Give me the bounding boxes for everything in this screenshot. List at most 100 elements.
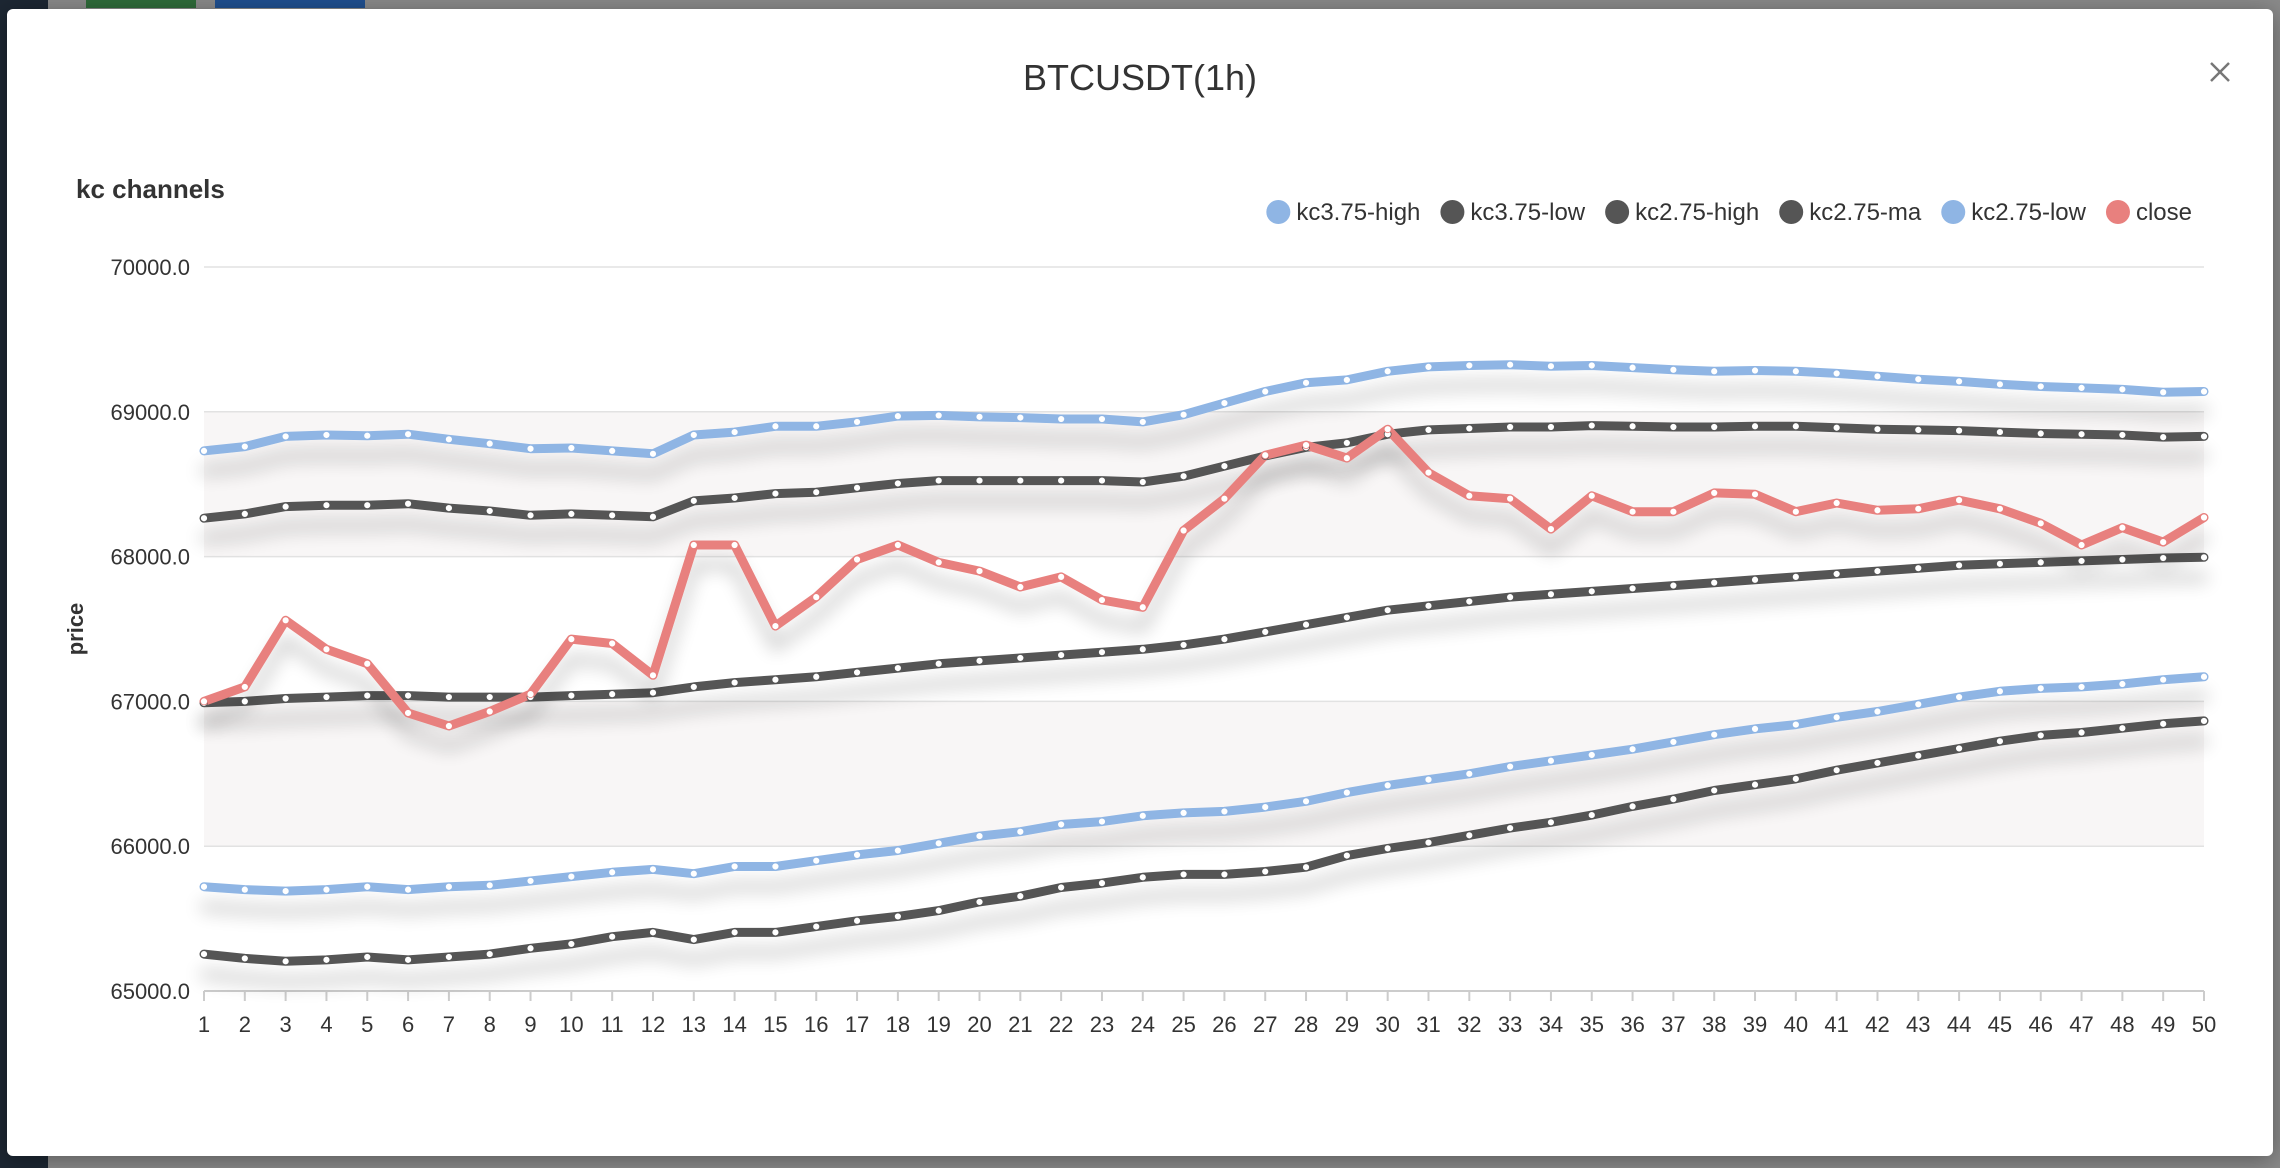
legend-marker (1605, 200, 1630, 224)
data-point (1506, 824, 1515, 832)
x-tick-label: 6 (402, 1012, 414, 1037)
data-point (200, 950, 208, 958)
data-point (2200, 717, 2208, 725)
data-point (1138, 811, 1147, 820)
x-tick-label: 32 (1457, 1012, 1481, 1037)
data-point (1710, 367, 1719, 376)
data-point (1669, 581, 1678, 590)
data-point (1710, 786, 1719, 795)
data-point (730, 428, 739, 436)
data-point (444, 693, 453, 701)
data-point (567, 635, 576, 644)
data-point (689, 431, 698, 439)
chart-title: kc channels (76, 174, 225, 204)
data-point (608, 932, 617, 941)
data-point (1057, 883, 1066, 892)
data-point (2118, 680, 2127, 688)
data-point (1873, 707, 1882, 716)
data-point (1751, 366, 1759, 375)
close-button[interactable] (2203, 55, 2237, 89)
data-point (1547, 756, 1555, 765)
data-point (200, 446, 208, 455)
data-point (1057, 651, 1066, 659)
x-tick-label: 9 (524, 1012, 536, 1037)
data-point (1057, 476, 1066, 485)
data-point (771, 622, 780, 631)
data-point (1587, 811, 1596, 819)
x-tick-label: 14 (722, 1012, 746, 1037)
data-point (240, 442, 249, 451)
data-point (200, 514, 208, 523)
data-point (2118, 385, 2127, 394)
data-point (1261, 867, 1270, 876)
x-tick-label: 38 (1702, 1012, 1726, 1037)
data-point (404, 885, 412, 894)
data-point (893, 664, 902, 672)
y-axis-title: price (63, 603, 88, 656)
x-tick-label: 10 (559, 1012, 583, 1037)
data-point (608, 511, 617, 520)
data-point (730, 494, 739, 502)
x-tick-label: 44 (1947, 1012, 1971, 1037)
data-point (1547, 525, 1555, 533)
x-tick-label: 40 (1784, 1012, 1808, 1037)
data-point (1424, 468, 1433, 477)
data-point (363, 431, 372, 440)
legend-marker (1266, 200, 1291, 224)
data-point (1424, 425, 1433, 434)
data-point (1424, 775, 1433, 784)
x-tick-label: 50 (2192, 1012, 2216, 1037)
data-point (1873, 506, 1882, 515)
data-point (1832, 570, 1841, 578)
data-point (485, 881, 494, 890)
data-point (322, 955, 331, 964)
data-point (1057, 820, 1066, 829)
data-point (404, 955, 412, 964)
data-point (1179, 472, 1188, 481)
x-tick-label: 25 (1171, 1012, 1195, 1037)
x-tick-label: 23 (1090, 1012, 1114, 1037)
data-point (1016, 413, 1025, 422)
data-point (1424, 838, 1433, 847)
legend-item-label: kc2.75-high (1635, 199, 1759, 226)
data-point (526, 511, 535, 520)
legend-item-label: kc2.75-low (1971, 199, 2086, 226)
data-point (200, 697, 208, 706)
data-point (240, 954, 249, 963)
data-point (1628, 802, 1637, 811)
data-point (444, 882, 453, 891)
data-point (2118, 555, 2127, 564)
data-point (893, 912, 902, 921)
data-point (1424, 601, 1433, 610)
x-tick-label: 46 (2028, 1012, 2052, 1037)
data-point (1955, 561, 1964, 570)
chart: 65000.0 66000.0 67000.0 68000.0 69000.0 70000… (63, 174, 2216, 1037)
data-point (1138, 418, 1147, 426)
x-tick-label: 20 (967, 1012, 991, 1037)
x-tick-label: 13 (682, 1012, 706, 1037)
data-point (567, 691, 576, 700)
x-tick-label: 19 (926, 1012, 950, 1037)
data-point (1791, 572, 1800, 581)
data-point (322, 645, 331, 654)
data-point (934, 476, 943, 485)
data-point (1506, 762, 1515, 771)
y-tick-label: 68000.0 (110, 545, 190, 570)
data-point (1261, 627, 1270, 636)
data-point (975, 476, 984, 485)
data-point (1261, 803, 1270, 812)
data-point (2036, 731, 2045, 740)
x-tick-label: 33 (1498, 1012, 1522, 1037)
data-point (1179, 410, 1188, 419)
data-point (1955, 496, 1964, 505)
data-point (1465, 491, 1474, 500)
data-point (1832, 423, 1841, 432)
data-point (934, 839, 943, 848)
data-point (1710, 488, 1719, 497)
data-point (853, 555, 861, 564)
data-point (1996, 687, 2004, 696)
legend-marker (1779, 200, 1804, 224)
data-point (1342, 788, 1351, 797)
data-point (1628, 363, 1637, 372)
background-tab (215, 0, 365, 8)
